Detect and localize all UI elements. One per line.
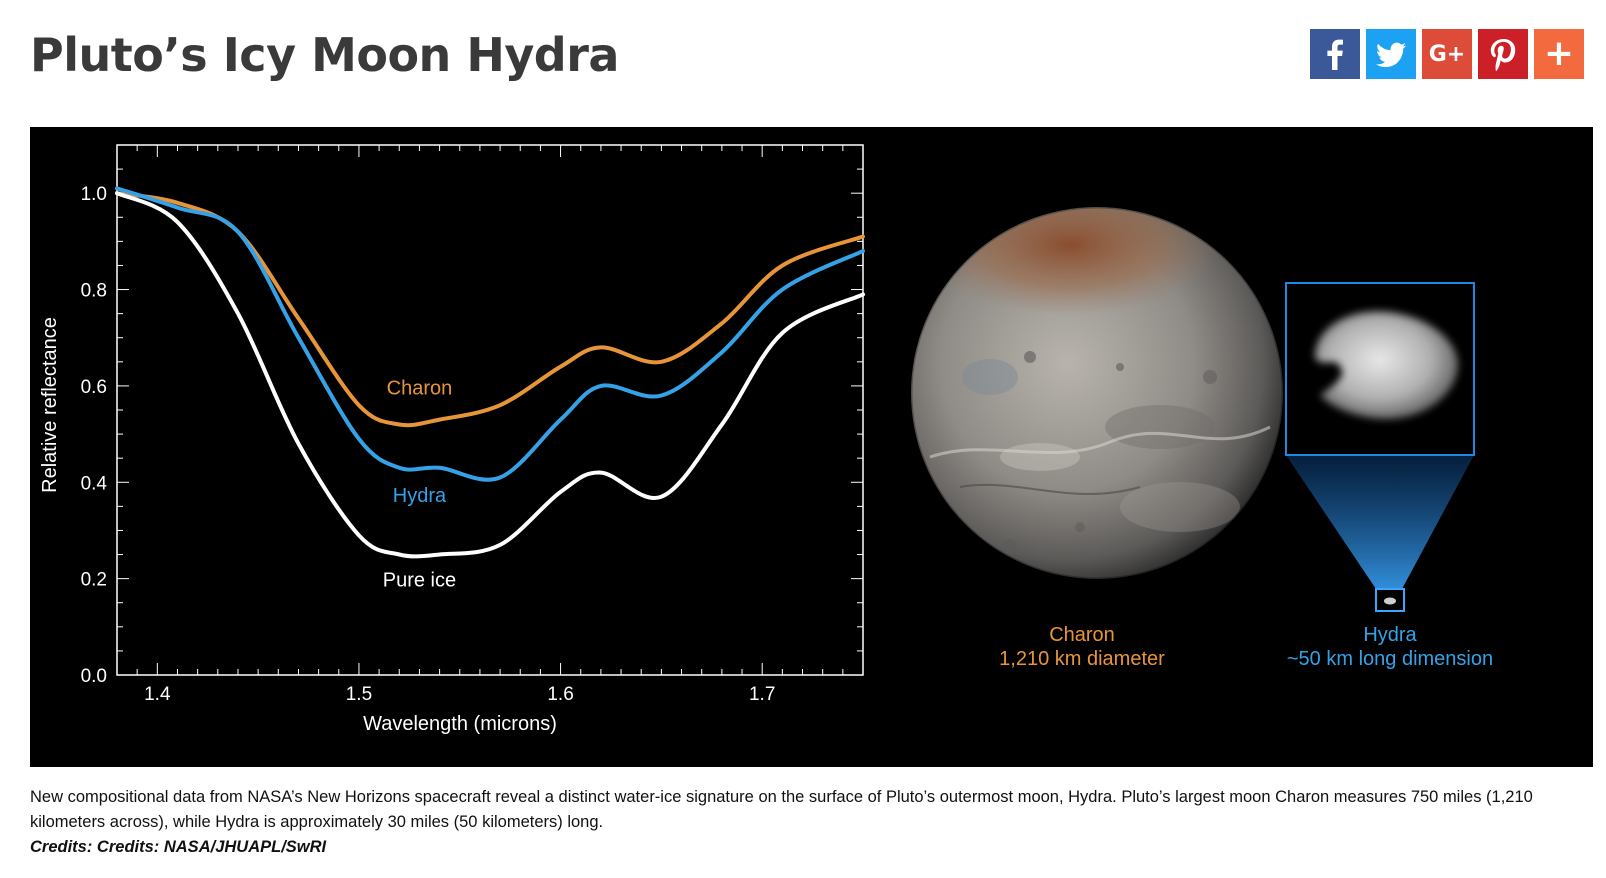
facebook-share-button[interactable] xyxy=(1310,29,1360,79)
y-tick-labels: 0.0 0.2 0.4 0.6 0.8 1.0 xyxy=(81,184,108,687)
charon-label: Charon xyxy=(1049,624,1115,646)
twitter-share-button[interactable] xyxy=(1366,29,1416,79)
series-line-charon xyxy=(115,191,865,428)
charon-detail: 1,210 km diameter xyxy=(999,648,1165,670)
caption-text: New compositional data from NASA’s New H… xyxy=(30,788,1533,831)
x-tick-labels: 1.4 1.5 1.6 1.7 xyxy=(144,684,775,705)
caption-credit: Credits: Credits: NASA/JHUAPL/SwRI xyxy=(30,838,327,856)
google-plus-share-button[interactable]: G+ xyxy=(1422,29,1472,79)
x-tick-label: 1.7 xyxy=(749,684,775,705)
page-title: Pluto’s Icy Moon Hydra xyxy=(30,28,619,82)
x-axis-label: Wavelength (microns) xyxy=(363,713,557,735)
y-axis-label: Relative reflectance xyxy=(39,317,61,493)
y-tick-label: 0.8 xyxy=(81,281,107,302)
y-tick-label: 0.6 xyxy=(81,377,107,398)
y-tick-label: 0.4 xyxy=(81,473,108,494)
charon-image xyxy=(909,205,1285,581)
reflectance-chart: 0.0 0.2 0.4 0.6 0.8 1.0 1.4 1.5 1.6 1.7 Charon Hy… xyxy=(39,144,865,735)
share-bar: G+ + xyxy=(1310,29,1584,79)
series-labels: Charon Hydra Pure ice xyxy=(383,377,456,591)
series-lines xyxy=(115,186,865,559)
x-tick-label: 1.5 xyxy=(346,684,372,705)
plus-icon: + xyxy=(1543,33,1575,74)
tick-marks xyxy=(116,144,864,676)
series-line-hydra xyxy=(115,186,865,482)
figure: 0.0 0.2 0.4 0.6 0.8 1.0 1.4 1.5 1.6 1.7 Charon Hy… xyxy=(30,127,1593,767)
x-tick-label: 1.6 xyxy=(547,684,573,705)
facebook-icon xyxy=(1327,39,1343,70)
y-tick-label: 0.2 xyxy=(81,570,107,591)
more-share-button[interactable]: + xyxy=(1534,29,1584,79)
y-tick-label: 1.0 xyxy=(81,184,107,205)
hydra-label: Hydra xyxy=(1363,624,1417,646)
pinterest-icon xyxy=(1490,39,1516,72)
twitter-icon xyxy=(1376,42,1407,68)
x-tick-label: 1.4 xyxy=(144,684,171,705)
series-line-pure-ice xyxy=(115,191,865,559)
series-label-charon: Charon xyxy=(387,377,453,399)
hydra-image xyxy=(1285,282,1475,612)
series-label-hydra: Hydra xyxy=(393,485,447,507)
google-plus-icon: G+ xyxy=(1428,41,1466,67)
y-tick-label: 0.0 xyxy=(81,666,107,687)
pinterest-share-button[interactable] xyxy=(1478,29,1528,79)
hydra-detail: ~50 km long dimension xyxy=(1287,648,1493,670)
figure-caption: New compositional data from NASA’s New H… xyxy=(30,785,1580,860)
series-label-pure-ice: Pure ice xyxy=(383,570,456,592)
figure-graphic: 0.0 0.2 0.4 0.6 0.8 1.0 1.4 1.5 1.6 1.7 Charon Hy… xyxy=(39,144,1493,735)
